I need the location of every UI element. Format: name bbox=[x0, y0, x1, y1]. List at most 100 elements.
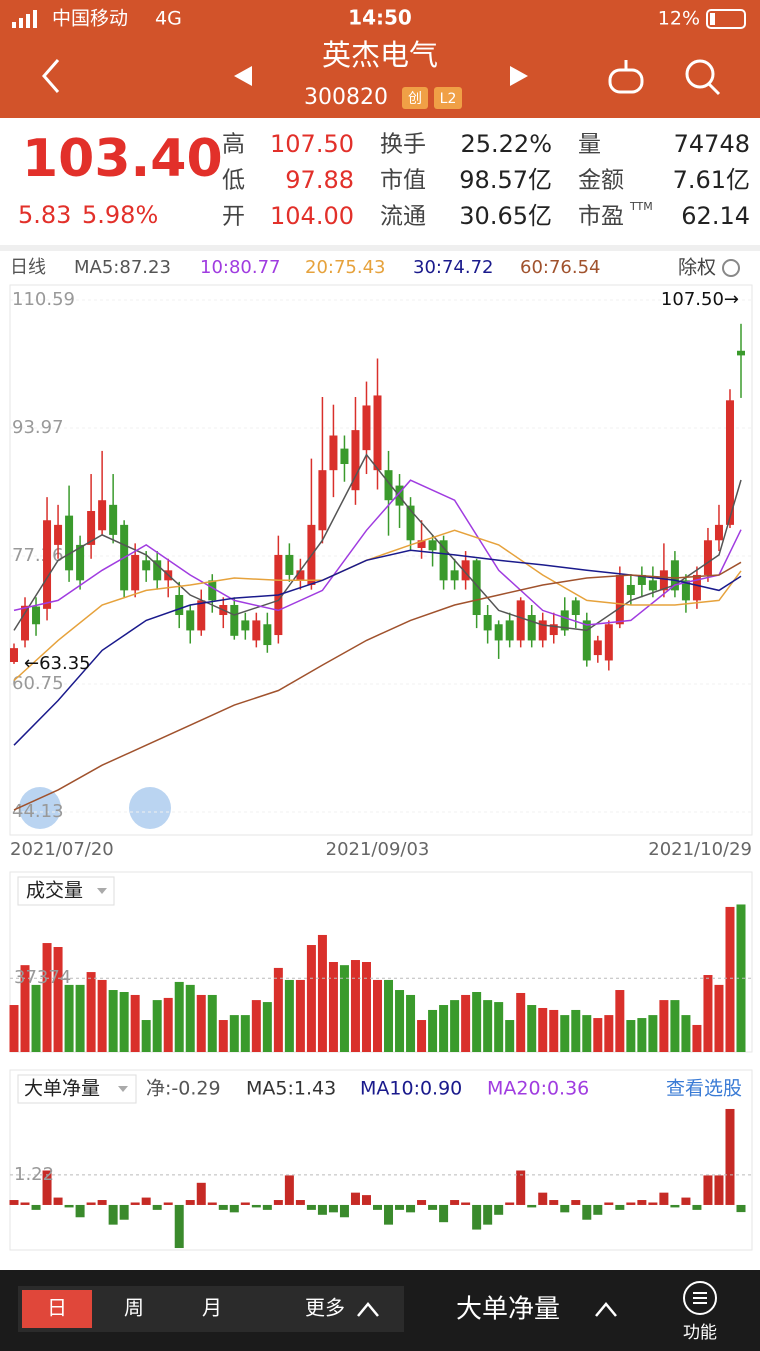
bar bbox=[560, 1204, 570, 1213]
bar bbox=[108, 1204, 118, 1225]
bar bbox=[428, 1009, 438, 1052]
settings-icon bbox=[722, 259, 740, 277]
back-button[interactable] bbox=[42, 59, 60, 93]
fullscreen-button[interactable] bbox=[129, 787, 171, 829]
price-change: 5.83 bbox=[18, 201, 71, 229]
prev-stock[interactable] bbox=[234, 66, 252, 86]
bar bbox=[439, 1005, 449, 1052]
clock: 14:50 bbox=[348, 6, 412, 30]
signal-icon bbox=[12, 10, 37, 28]
candle-body bbox=[737, 350, 745, 356]
bar bbox=[637, 1200, 647, 1205]
period-tab[interactable]: 周 bbox=[124, 1296, 144, 1320]
stat-value: 74748 bbox=[674, 130, 750, 158]
stat-value: 104.00 bbox=[270, 202, 354, 230]
candle-body bbox=[197, 600, 206, 631]
header-bg bbox=[0, 0, 760, 118]
bar bbox=[615, 1204, 625, 1210]
period-tab[interactable]: 日 bbox=[47, 1296, 67, 1320]
bar bbox=[119, 1204, 129, 1220]
bar bbox=[207, 994, 217, 1052]
menu-icon[interactable] bbox=[683, 1281, 717, 1315]
bar bbox=[373, 979, 382, 1052]
price-annotation: ←63.35 bbox=[24, 653, 91, 674]
candle-body bbox=[582, 620, 591, 661]
bar bbox=[218, 1204, 228, 1210]
ma-legend: 20:75.43 bbox=[305, 257, 386, 278]
bar bbox=[196, 994, 206, 1052]
bar bbox=[163, 997, 173, 1052]
badge: L2 bbox=[440, 91, 457, 107]
candle-body bbox=[87, 511, 96, 545]
candle-body bbox=[131, 554, 140, 591]
candle-body bbox=[615, 574, 624, 625]
bar bbox=[527, 1204, 537, 1208]
candle-body bbox=[560, 610, 569, 631]
bar bbox=[373, 1204, 382, 1210]
bar bbox=[31, 1204, 41, 1210]
candle-body bbox=[461, 560, 470, 581]
bar bbox=[196, 1182, 206, 1205]
candle-body bbox=[439, 540, 448, 581]
bar bbox=[108, 990, 118, 1052]
bar bbox=[615, 990, 625, 1052]
indicator-dropdown[interactable] bbox=[17, 876, 115, 906]
search-icon[interactable] bbox=[685, 59, 721, 96]
screener-link[interactable]: 查看选股 bbox=[666, 1078, 742, 1100]
candle-body bbox=[626, 584, 635, 595]
candle-body bbox=[406, 505, 415, 541]
candle-body bbox=[472, 560, 481, 616]
ma-line bbox=[13, 453, 742, 632]
candle-body bbox=[10, 648, 18, 663]
bar bbox=[53, 1197, 63, 1205]
bar bbox=[152, 1204, 162, 1210]
bar bbox=[218, 1020, 228, 1052]
bar bbox=[42, 943, 52, 1052]
bar bbox=[9, 1200, 19, 1205]
candle-body bbox=[450, 570, 459, 581]
robot-icon[interactable] bbox=[608, 60, 644, 94]
period-tab[interactable]: 更多 bbox=[305, 1296, 345, 1320]
candle-body bbox=[230, 604, 239, 636]
candle-body bbox=[604, 624, 613, 661]
y-tick-label: 37374 bbox=[14, 967, 71, 988]
bar bbox=[350, 1192, 360, 1205]
candle-body bbox=[384, 470, 393, 501]
period-tab[interactable]: 月 bbox=[202, 1296, 222, 1320]
menu-label[interactable]: 功能 bbox=[683, 1323, 717, 1343]
bar bbox=[328, 1204, 338, 1213]
indicator-name: 大单净量 bbox=[24, 1078, 100, 1100]
bar bbox=[185, 1200, 195, 1205]
bar bbox=[75, 1204, 85, 1218]
dropdown-arrow bbox=[118, 1086, 128, 1092]
bar bbox=[593, 1204, 603, 1215]
bar bbox=[538, 1192, 548, 1205]
dropdown-arrow bbox=[97, 888, 107, 894]
expand-button[interactable] bbox=[19, 787, 61, 829]
indicator-selector[interactable]: 大单净量 bbox=[456, 1295, 560, 1325]
bar bbox=[395, 990, 405, 1052]
bar bbox=[20, 1202, 30, 1205]
bar bbox=[141, 1197, 151, 1205]
adjust-button[interactable]: 除权 bbox=[678, 257, 716, 279]
candle-body bbox=[329, 435, 338, 471]
bar bbox=[483, 1204, 493, 1225]
indicator-dropdown[interactable] bbox=[17, 1074, 137, 1104]
ma-legend: MA5:87.23 bbox=[74, 257, 171, 278]
candle-body bbox=[527, 615, 536, 641]
bar bbox=[736, 904, 746, 1052]
bar bbox=[538, 1007, 548, 1052]
bar bbox=[240, 1015, 250, 1052]
bar bbox=[505, 1202, 515, 1205]
bar bbox=[406, 1204, 416, 1213]
next-stock[interactable] bbox=[510, 66, 528, 86]
stat-value: 97.88 bbox=[285, 166, 354, 194]
bar bbox=[670, 1000, 680, 1052]
indicator-chevron[interactable] bbox=[595, 1302, 617, 1317]
bar bbox=[86, 972, 96, 1052]
bar bbox=[725, 906, 735, 1052]
carrier: 中国移动 bbox=[52, 8, 128, 30]
bar bbox=[450, 1000, 460, 1052]
bar bbox=[317, 934, 327, 1052]
bar bbox=[549, 1200, 559, 1205]
